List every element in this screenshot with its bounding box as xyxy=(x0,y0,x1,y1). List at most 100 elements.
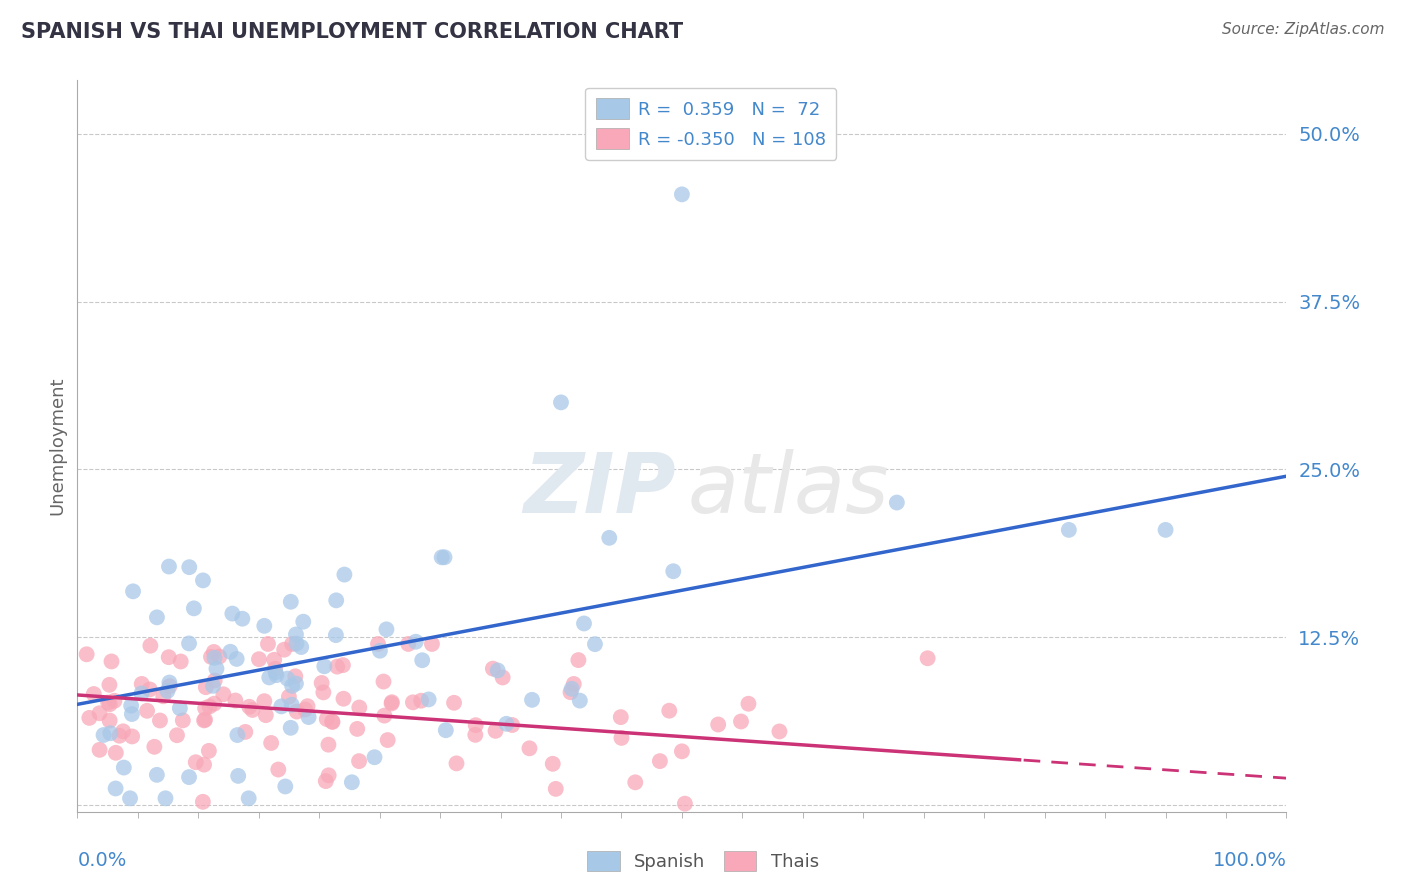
Point xyxy=(104,746,127,760)
Point xyxy=(184,756,207,770)
Point xyxy=(100,655,122,669)
Point xyxy=(297,699,319,714)
Point xyxy=(208,649,231,664)
Text: Source: ZipAtlas.com: Source: ZipAtlas.com xyxy=(1222,22,1385,37)
Point xyxy=(411,653,433,667)
Point xyxy=(166,728,188,742)
Point xyxy=(254,708,277,723)
Point xyxy=(224,693,246,707)
Text: 0.0%: 0.0% xyxy=(77,851,127,870)
Point xyxy=(326,659,349,673)
Point xyxy=(280,698,302,712)
Point xyxy=(420,637,443,651)
Point xyxy=(520,693,543,707)
Point xyxy=(373,708,395,723)
Point xyxy=(146,610,169,624)
Point xyxy=(264,662,287,676)
Point xyxy=(226,769,249,783)
Point xyxy=(285,705,308,719)
Point xyxy=(501,718,523,732)
Point xyxy=(768,724,790,739)
Point xyxy=(98,697,121,711)
Point xyxy=(201,679,224,693)
Point xyxy=(430,550,453,565)
Point xyxy=(405,634,427,648)
Point xyxy=(276,672,298,686)
Point xyxy=(93,728,115,742)
Point xyxy=(418,692,440,706)
Point xyxy=(318,768,340,782)
Point xyxy=(519,741,541,756)
Point xyxy=(177,636,200,650)
Point xyxy=(159,679,181,693)
Point xyxy=(402,695,425,709)
Point xyxy=(486,664,509,678)
Point xyxy=(277,690,299,704)
Point xyxy=(312,685,335,699)
Point xyxy=(267,763,290,777)
Point xyxy=(567,653,589,667)
Point xyxy=(482,662,505,676)
Point xyxy=(484,723,506,738)
Point xyxy=(131,677,153,691)
Point xyxy=(583,637,606,651)
Point xyxy=(194,701,217,715)
Point xyxy=(194,713,217,727)
Point xyxy=(730,714,752,729)
Point xyxy=(76,648,98,662)
Point xyxy=(610,731,633,745)
Point xyxy=(200,649,222,664)
Point xyxy=(315,712,337,726)
Point xyxy=(917,651,939,665)
Point xyxy=(122,584,145,599)
Point xyxy=(156,684,179,698)
Point xyxy=(226,728,249,742)
Point xyxy=(411,694,433,708)
Point xyxy=(198,699,221,714)
Point xyxy=(367,637,389,651)
Point xyxy=(202,645,225,659)
Point xyxy=(202,697,225,711)
Point xyxy=(347,754,370,768)
Point xyxy=(346,722,368,736)
Text: 100.0%: 100.0% xyxy=(1212,851,1286,870)
Point xyxy=(284,676,307,690)
Point xyxy=(104,781,127,796)
Point xyxy=(550,395,572,409)
Point xyxy=(264,665,287,680)
Point xyxy=(121,707,143,722)
Point xyxy=(671,744,693,758)
Point xyxy=(464,718,486,732)
Point xyxy=(198,744,221,758)
Point xyxy=(257,637,280,651)
Point xyxy=(270,699,292,714)
Point xyxy=(204,673,226,688)
Point xyxy=(263,653,285,667)
Point xyxy=(266,668,288,682)
Point xyxy=(434,723,457,738)
Point xyxy=(325,593,347,607)
Point xyxy=(103,694,125,708)
Point xyxy=(281,679,304,693)
Point xyxy=(172,714,194,728)
Point xyxy=(292,615,315,629)
Point xyxy=(624,775,647,789)
Point xyxy=(238,791,260,805)
Point xyxy=(380,697,402,711)
Point xyxy=(225,652,247,666)
Point xyxy=(284,627,307,641)
Point xyxy=(242,703,264,717)
Point xyxy=(325,628,347,642)
Point xyxy=(314,659,336,673)
Point xyxy=(193,714,215,728)
Point xyxy=(97,696,120,710)
Point xyxy=(285,637,308,651)
Point xyxy=(662,564,685,578)
Point xyxy=(375,623,398,637)
Text: ZIP: ZIP xyxy=(523,450,676,531)
Point xyxy=(280,595,302,609)
Point xyxy=(273,642,295,657)
Point xyxy=(121,730,143,744)
Point xyxy=(238,699,260,714)
Point xyxy=(247,652,270,666)
